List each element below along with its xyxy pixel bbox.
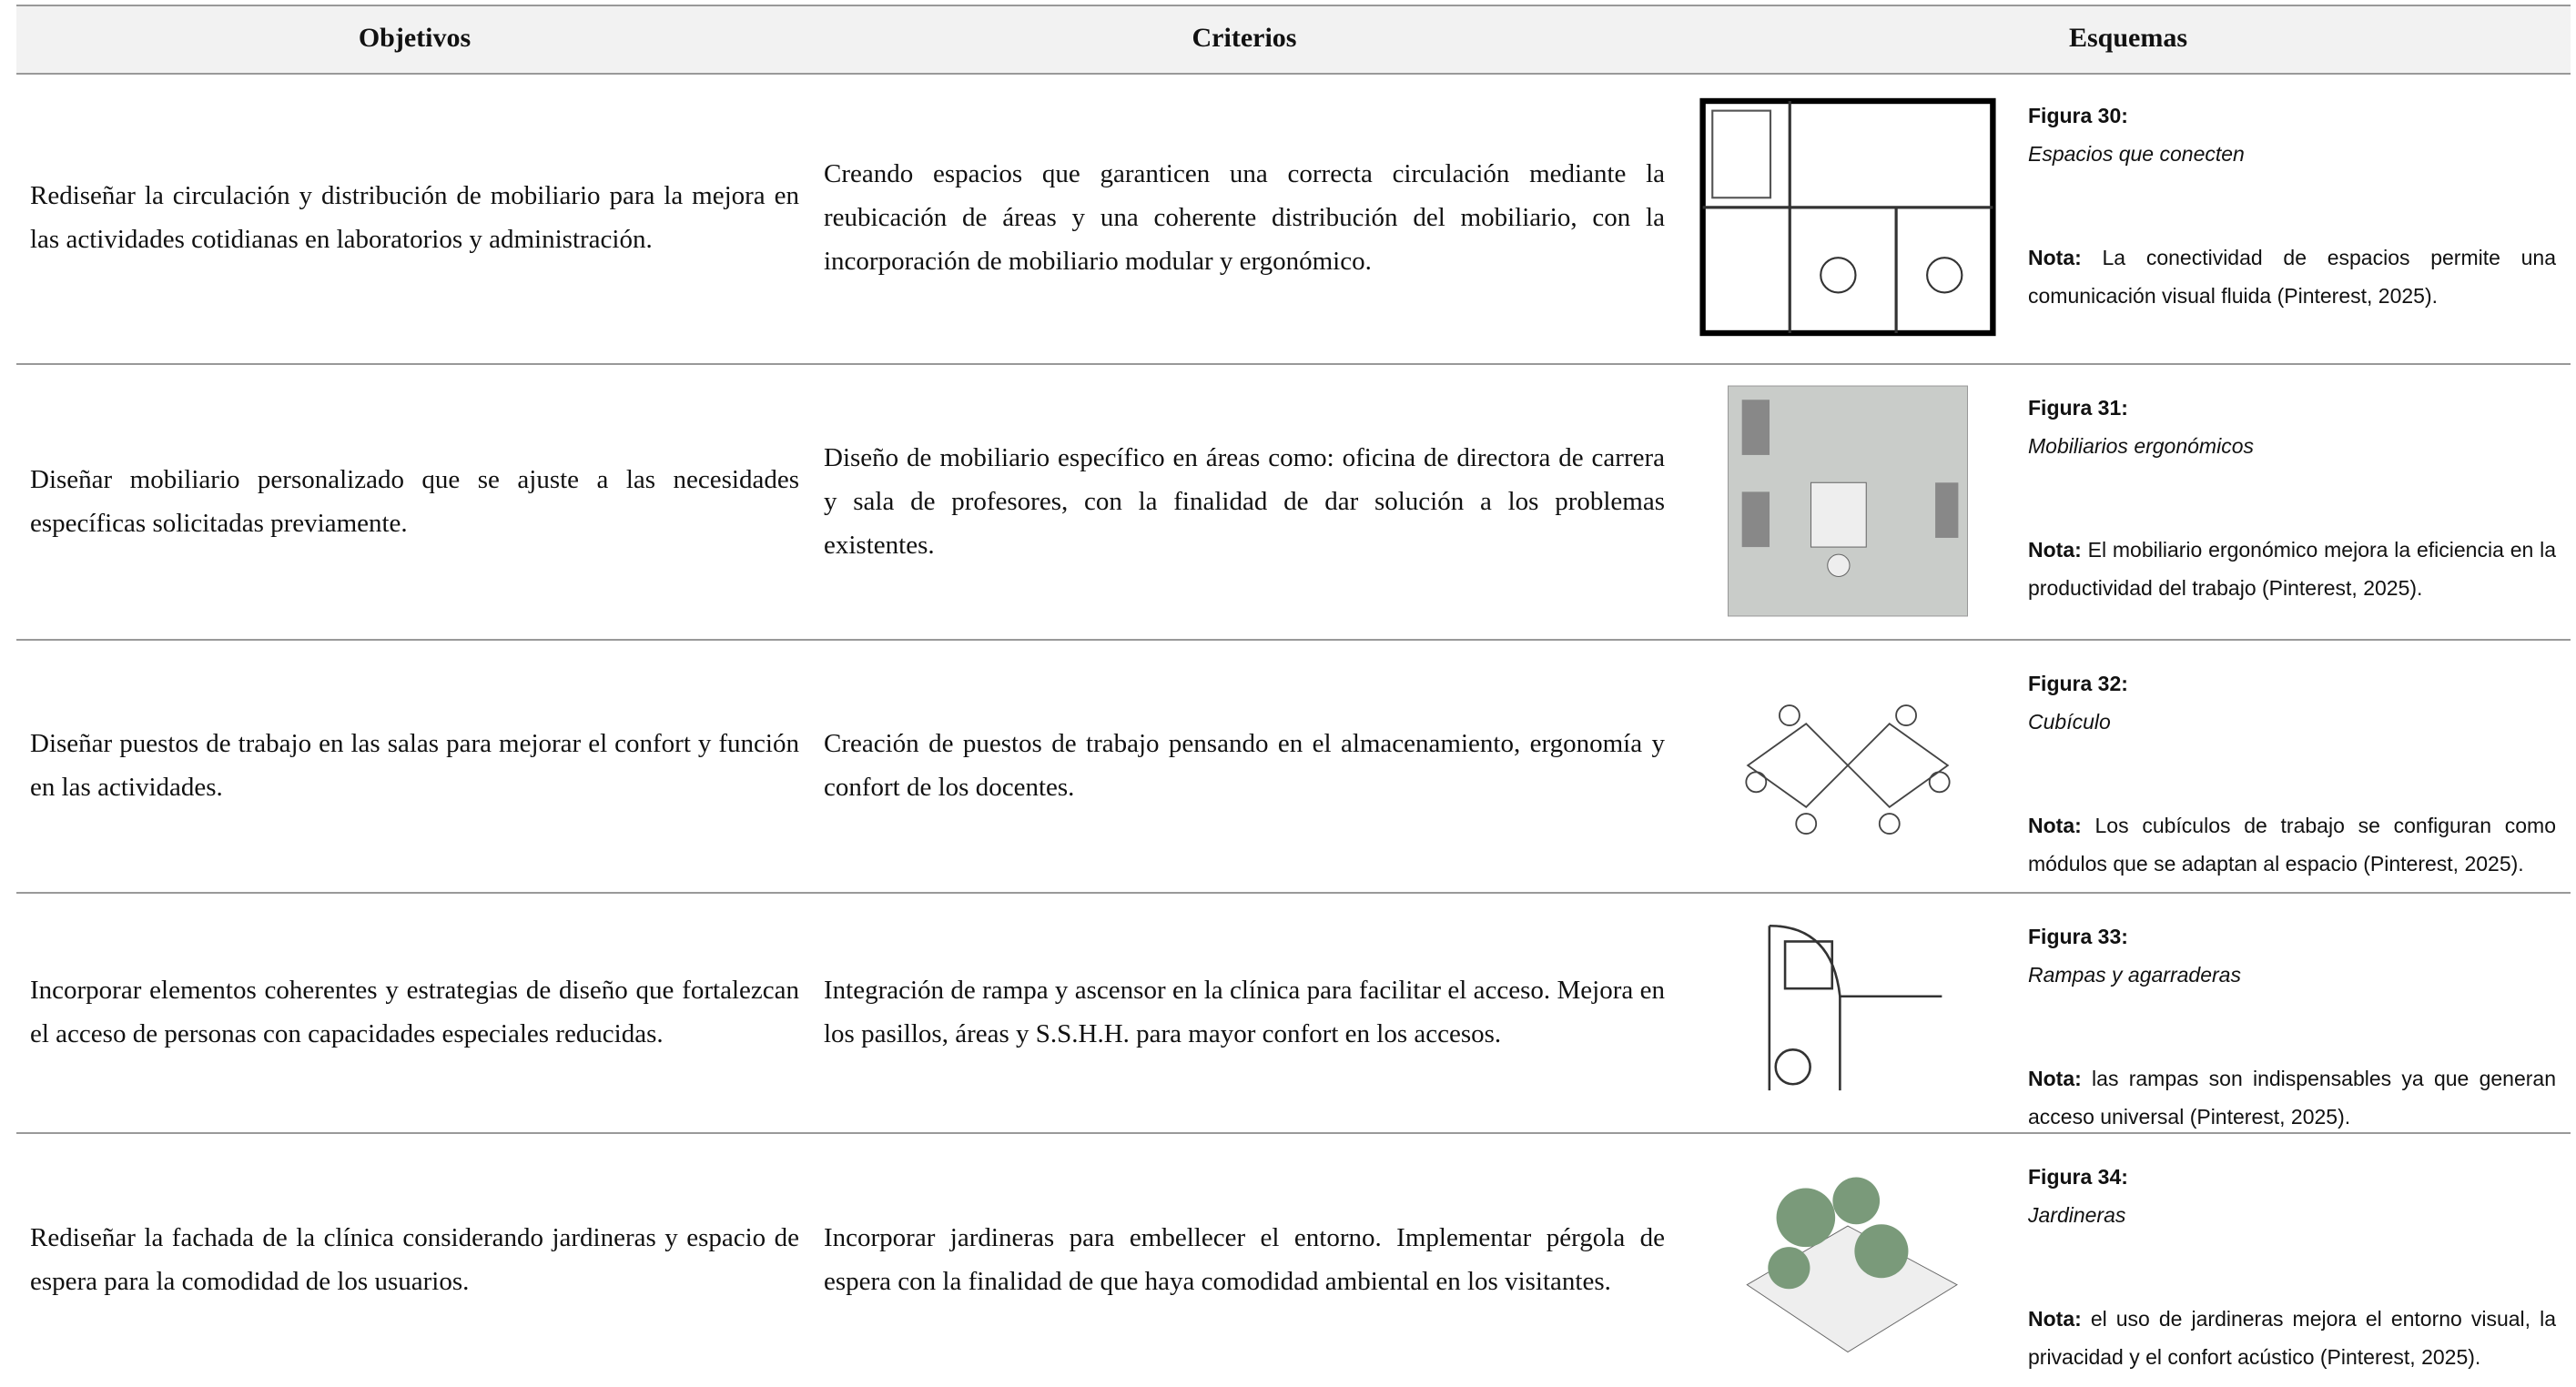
row-rule (16, 1132, 2571, 1134)
note-label: Nota: (2028, 814, 2082, 837)
row-rule (16, 639, 2571, 641)
row-rule (16, 363, 2571, 365)
objective-cell: Incorporar elementos coherentes y estrat… (30, 892, 799, 1132)
note-text: el uso de jardineras mejora el entorno v… (2028, 1307, 2556, 1369)
note-text: las rampas son indispensables ya que gen… (2028, 1067, 2556, 1129)
figure-label: Figura 33: (2028, 925, 2128, 948)
header-cell: Criterios (1192, 23, 1297, 53)
figure-image (1693, 657, 2003, 874)
note-label: Nota: (2028, 1067, 2082, 1090)
figure-title: Cubículo (2028, 710, 2111, 734)
note-label: Nota: (2028, 538, 2082, 562)
criterion-text: Integración de rampa y ascensor en la cl… (824, 976, 1665, 1048)
criterion-cell: Creación de puestos de trabajo pensando … (824, 639, 1665, 892)
header-bar (16, 5, 2571, 75)
criterion-text: Incorporar jardineras para embellecer el… (824, 1223, 1665, 1296)
figure-image (1693, 89, 2003, 345)
figure-title: Espacios que conecten (2028, 142, 2245, 166)
criterion-text: Diseño de mobiliario específico en áreas… (824, 442, 1665, 560)
figure-image (1693, 381, 2003, 621)
figure-image (1693, 910, 2003, 1114)
figure-title: Jardineras (2028, 1203, 2126, 1227)
note-text: El mobiliario ergonómico mejora la efici… (2028, 538, 2557, 600)
objective-cell: Diseñar puestos de trabajo en las salas … (30, 639, 799, 892)
note-text: La conectividad de espacios permite una … (2028, 246, 2557, 308)
objective-cell: Rediseñar la circulación y distribución … (30, 71, 799, 363)
figure-note: Nota: el uso de jardineras mejora el ent… (2028, 1300, 2556, 1376)
figure-title: Mobiliarios ergonómicos (2028, 434, 2254, 458)
criterion-cell: Incorporar jardineras para embellecer el… (824, 1132, 1665, 1387)
criterion-text: Creando espacios que garanticen una corr… (824, 158, 1665, 276)
criterion-cell: Creando espacios que garanticen una corr… (824, 71, 1665, 363)
objective-text: Incorporar elementos coherentes y estrat… (30, 976, 799, 1048)
note-text: Los cubículos de trabajo se configuran c… (2028, 814, 2556, 876)
note-label: Nota: (2028, 246, 2082, 269)
figure-label: Figura 31: (2028, 396, 2128, 420)
objective-text: Diseñar mobiliario personalizado que se … (30, 464, 799, 538)
figure-label: Figura 30: (2028, 104, 2128, 127)
sketch (1746, 1177, 1958, 1353)
row-rule (16, 892, 2571, 894)
figure-label: Figura 34: (2028, 1165, 2128, 1189)
criterion-cell: Diseño de mobiliario específico en áreas… (824, 363, 1665, 639)
figure-note: Nota: las rampas son indispensables ya q… (2028, 1059, 2556, 1136)
objective-text: Rediseñar la circulación y distribución … (30, 180, 799, 254)
figure-note: Nota: Los cubículos de trabajo se config… (2028, 806, 2556, 883)
objective-cell: Diseñar mobiliario personalizado que se … (30, 363, 799, 639)
sketch (1768, 924, 1942, 1091)
objective-cell: Rediseñar la fachada de la clínica consi… (30, 1132, 799, 1387)
figure-title: Rampas y agarraderas (2028, 963, 2241, 987)
header-cell: Objetivos (358, 23, 472, 53)
sketch (1699, 97, 1996, 337)
figure-note: Nota: La conectividad de espacios permit… (2028, 238, 2556, 315)
criterion-text: Creación de puestos de trabajo pensando … (824, 729, 1665, 802)
objective-text: Rediseñar la fachada de la clínica consi… (30, 1223, 799, 1296)
figure-label: Figura 32: (2028, 672, 2128, 695)
figure-note: Nota: El mobiliario ergonómico mejora la… (2028, 531, 2556, 607)
figure-image (1693, 1150, 2003, 1369)
sketch (1745, 704, 1951, 835)
sketch (1727, 385, 1969, 617)
objective-text: Diseñar puestos de trabajo en las salas … (30, 729, 799, 802)
header-cell: Esquemas (2068, 23, 2188, 53)
criterion-cell: Integración de rampa y ascensor en la cl… (824, 892, 1665, 1132)
note-label: Nota: (2028, 1307, 2082, 1331)
